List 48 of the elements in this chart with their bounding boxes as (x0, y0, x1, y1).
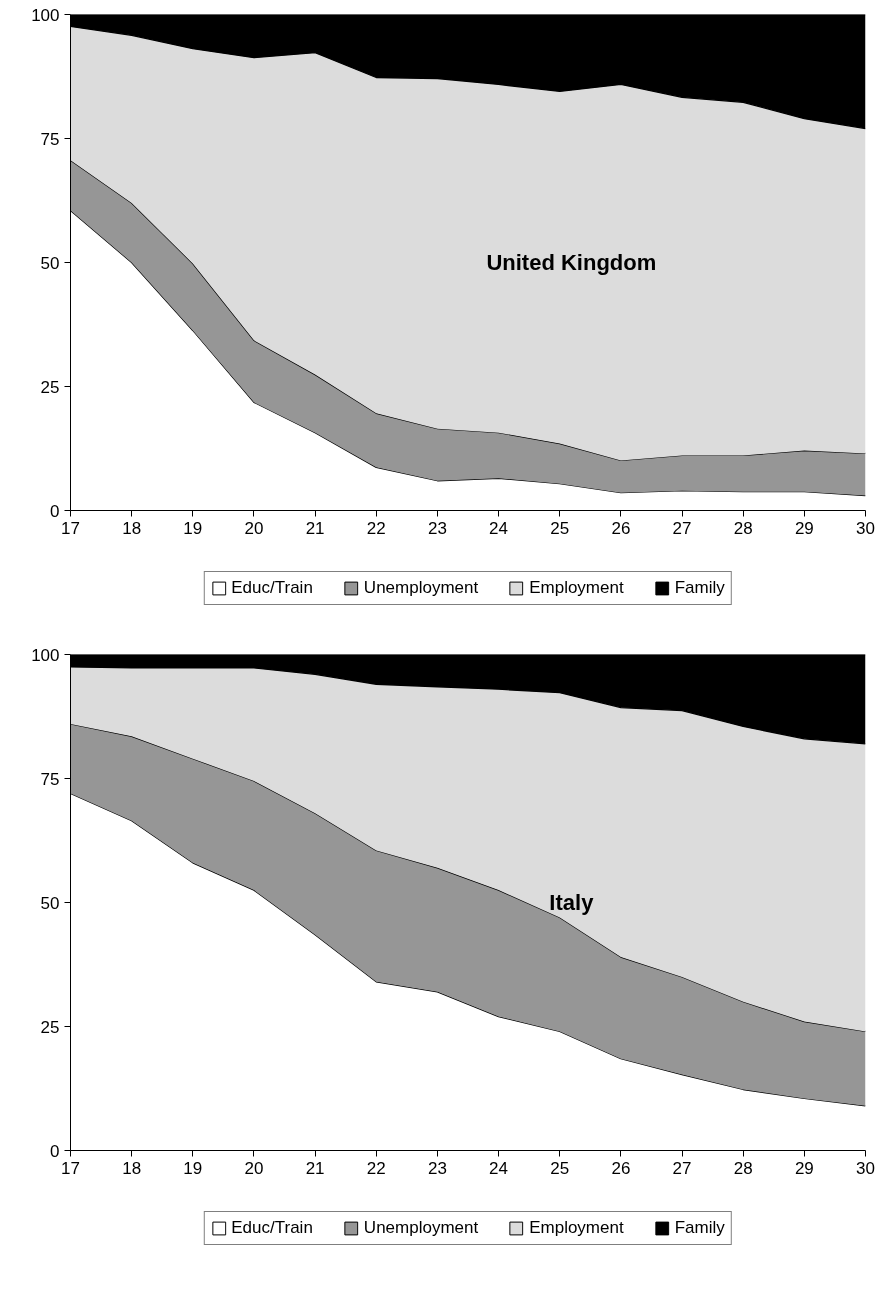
x-tick-label: 26 (611, 518, 631, 538)
y-tick-label: 25 (40, 377, 60, 397)
x-tick-label: 23 (427, 1158, 447, 1178)
y-tick-label: 75 (40, 769, 60, 789)
x-tick-label: 25 (550, 1158, 570, 1178)
x-tick-label: 17 (61, 518, 80, 538)
x-tick-label: 18 (122, 1158, 142, 1178)
y-tick-label: 0 (50, 501, 60, 521)
legend-label: Unemployment (363, 578, 479, 598)
x-tick-label: 24 (489, 1158, 509, 1178)
x-tick-label: 22 (366, 518, 386, 538)
x-tick-label: 21 (305, 518, 325, 538)
x-tick-label: 28 (733, 518, 753, 538)
annotation: United Kingdom (486, 250, 657, 275)
x-tick-label: 21 (305, 1158, 325, 1178)
x-tick-label: 20 (244, 518, 264, 538)
legend-label: Employment (529, 1218, 624, 1238)
x-tick-label: 26 (611, 1158, 631, 1178)
legend-label: Employment (529, 578, 624, 598)
x-tick-label: 30 (856, 518, 875, 538)
legend-label: Unemployment (363, 1218, 479, 1238)
x-tick-label: 24 (489, 518, 509, 538)
y-tick-label: 25 (40, 1017, 60, 1037)
x-tick-label: 29 (794, 518, 814, 538)
x-tick-label: 28 (733, 1158, 753, 1178)
y-tick-label: 0 (50, 1141, 60, 1161)
x-tick-label: 18 (122, 518, 142, 538)
legend-label: Family (674, 578, 725, 598)
legend-label: Educ/Train (231, 578, 313, 598)
x-tick-label: 19 (183, 1158, 203, 1178)
y-tick-label: 50 (40, 253, 60, 273)
x-tick-label: 27 (672, 1158, 692, 1178)
x-tick-label: 17 (61, 1158, 80, 1178)
x-tick-label: 27 (672, 518, 692, 538)
annotation: Italy (549, 890, 595, 915)
y-tick-label: 100 (31, 645, 60, 665)
y-tick-label: 75 (40, 129, 60, 149)
legend-label: Family (674, 1218, 725, 1238)
x-tick-label: 25 (550, 518, 570, 538)
y-tick-label: 50 (40, 893, 60, 913)
x-tick-label: 23 (427, 518, 447, 538)
x-tick-label: 22 (366, 1158, 386, 1178)
legend-label: Educ/Train (231, 1218, 313, 1238)
x-tick-label: 19 (183, 518, 203, 538)
x-tick-label: 30 (856, 1158, 875, 1178)
x-tick-label: 20 (244, 1158, 264, 1178)
x-tick-label: 29 (794, 1158, 814, 1178)
y-tick-label: 100 (31, 5, 60, 25)
